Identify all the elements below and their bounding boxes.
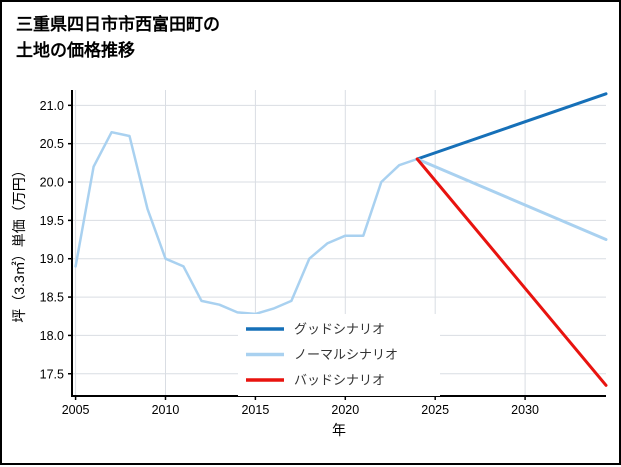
chart-title: 三重県四日市市西富田町の 土地の価格推移 [16, 12, 220, 63]
x-tick-label: 2005 [62, 403, 90, 417]
x-tick-label: 2010 [152, 403, 180, 417]
series-line-good-scenario [415, 92, 608, 161]
series-line-historical [74, 130, 419, 316]
x-tick-label: 2030 [511, 403, 539, 417]
legend-label-normal-scenario: ノーマルシナリオ [294, 347, 398, 362]
x-tick-label: 2020 [331, 403, 359, 417]
y-tick-label: 19.0 [40, 252, 64, 266]
chart-title-line1: 三重県四日市市西富田町の [16, 15, 220, 34]
y-axis-label: 坪（3.3㎡）単価（万円） [11, 163, 27, 322]
series-line-normal-scenario [415, 157, 608, 241]
legend-label-good-scenario: グッドシナリオ [294, 322, 385, 337]
x-tick-label: 2025 [421, 403, 449, 417]
y-tick-label: 20.0 [40, 176, 64, 190]
y-tick-label: 17.5 [40, 367, 64, 381]
x-axis-label: 年 [332, 422, 346, 438]
y-tick-label: 20.5 [40, 137, 64, 151]
legend-label-bad-scenario: バッドシナリオ [294, 373, 385, 388]
series-line-bad-scenario [415, 157, 608, 387]
y-tick-label: 18.0 [40, 329, 64, 343]
x-tick-label: 2015 [241, 403, 269, 417]
chart-title-line2: 土地の価格推移 [16, 40, 135, 60]
y-tick-label: 21.0 [40, 99, 64, 113]
y-tick-label: 19.5 [40, 214, 64, 228]
y-tick-label: 18.5 [40, 291, 64, 305]
